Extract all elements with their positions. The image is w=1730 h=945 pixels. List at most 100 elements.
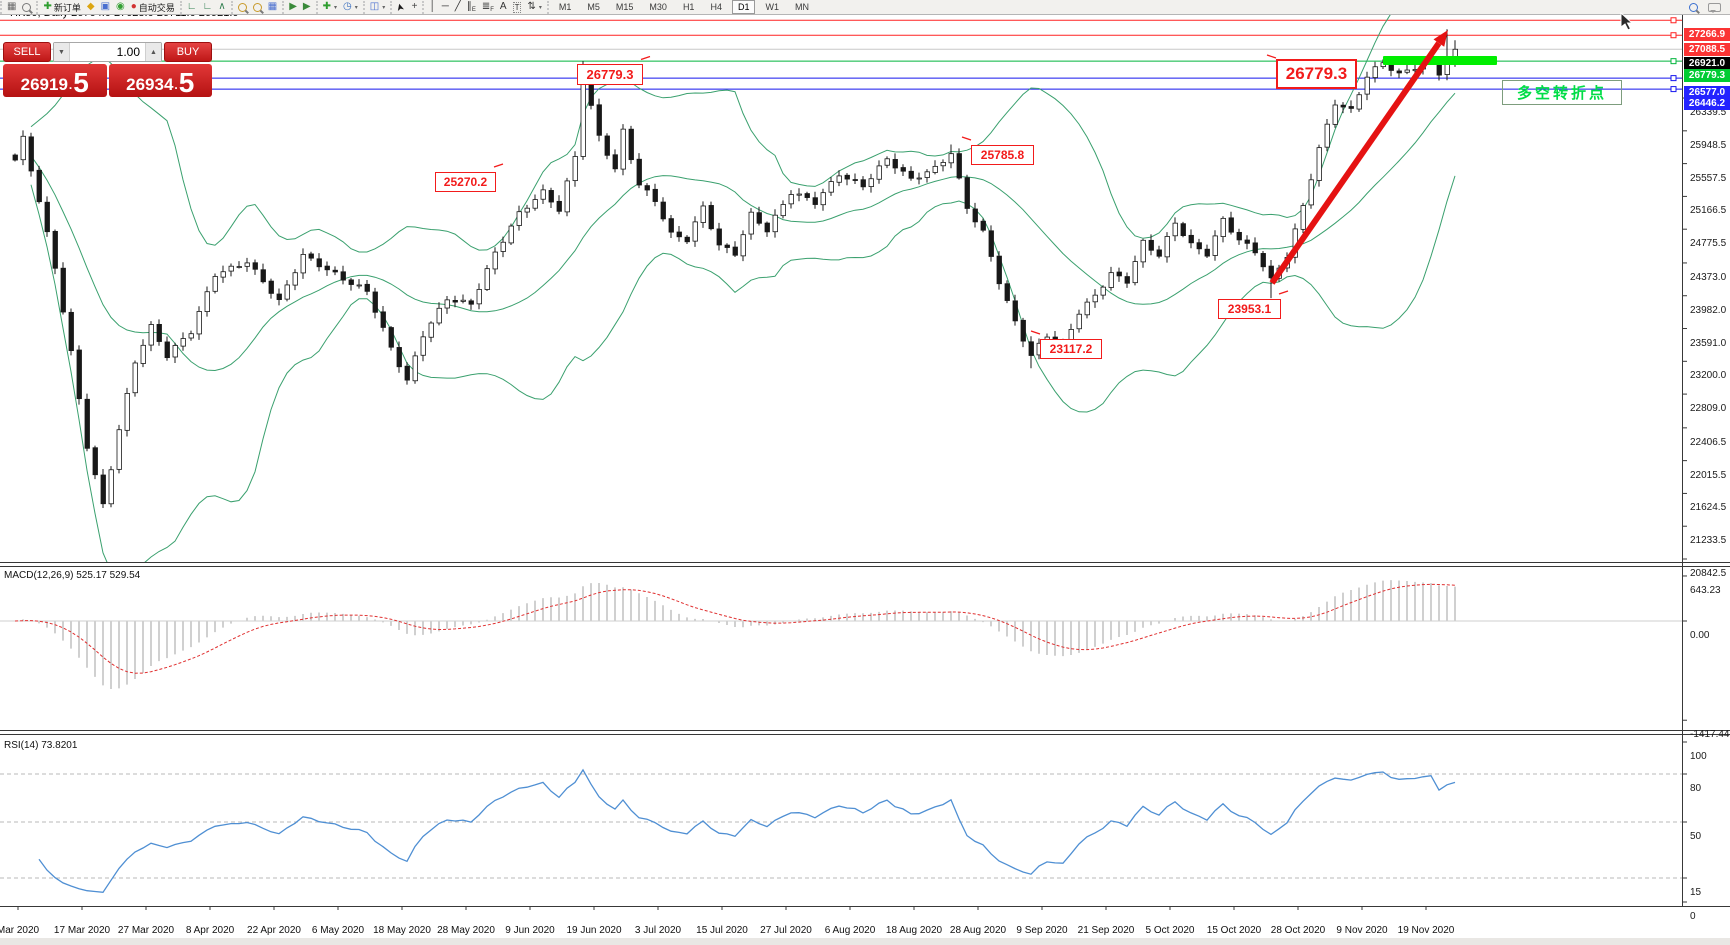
zoom-group: ▦	[230, 0, 282, 14]
crayon-icon[interactable]: ◆	[86, 1, 96, 13]
volume-increase-button[interactable]: ▲	[145, 43, 161, 61]
chevron-down-icon[interactable]: ▾	[538, 4, 542, 11]
preview-icon[interactable]	[21, 1, 32, 13]
buy-button[interactable]: BUY	[164, 42, 212, 62]
resistance-highlight-bar[interactable]	[1383, 56, 1497, 65]
timeframe-mn[interactable]: MN	[794, 2, 809, 12]
signal-icon[interactable]: ◉	[115, 1, 126, 13]
window-bottom-edge	[0, 938, 1730, 945]
price-line-anchor	[1670, 75, 1677, 82]
search-symbol-icon[interactable]	[1688, 1, 1699, 13]
arrows-tool-glyph: ⇅	[527, 1, 536, 12]
macd-label: MACD(12,26,9) 525.17 529.54	[4, 570, 141, 581]
auto-trading-button-label: 自动交易	[138, 2, 175, 13]
fibonacci-tool[interactable]: ≣ F	[481, 1, 494, 13]
volume-stepper: ▼ 1.00 ▲	[53, 42, 162, 62]
crayon-icon-glyph: ◆	[86, 1, 95, 12]
buy-price-int: 26934	[126, 74, 174, 94]
zoom-out-icon[interactable]	[252, 1, 263, 13]
annotation-whisker	[1278, 290, 1289, 295]
horizontal-line-tool[interactable]: ─	[441, 1, 450, 13]
tile-windows-icon-glyph: ▦	[267, 1, 278, 12]
scroll-group: ▶ ▶	[282, 0, 315, 14]
tile-windows-icon[interactable]: ▦	[267, 1, 278, 13]
price-annotation-4[interactable]: 23953.1	[1218, 299, 1281, 319]
timeframe-d1[interactable]: D1	[731, 0, 756, 14]
channel-tool-glyph: ∥	[466, 1, 472, 12]
new-order-button[interactable]: ✚ 新订单	[42, 1, 81, 13]
price-annotation-3[interactable]: 25785.8	[971, 145, 1034, 165]
timeframe-h4[interactable]: H4	[710, 2, 722, 12]
annotation-whisker	[1030, 330, 1041, 335]
price-annotation-2[interactable]: 25270.2	[435, 172, 496, 192]
annotation-whisker	[493, 163, 504, 168]
trendline-tool[interactable]: ╱	[454, 1, 462, 13]
text-tool[interactable]: A	[499, 1, 508, 13]
toolbar-right	[1688, 1, 1730, 13]
sell-button[interactable]: SELL	[3, 42, 51, 62]
chat-icon[interactable]	[1707, 1, 1722, 13]
cursor-tool[interactable]: ➤	[395, 1, 408, 13]
window-group: ▦	[0, 0, 36, 14]
step-forward-icon[interactable]: ▶	[288, 1, 298, 13]
price-line-anchor	[1670, 86, 1677, 93]
horizontal-line-tool-glyph: ─	[441, 1, 449, 12]
indicator-list-icon-glyph: ∟	[186, 1, 197, 12]
turning-point-label[interactable]: 多空转折点	[1502, 80, 1622, 105]
chevron-down-icon[interactable]: ▾	[333, 4, 337, 11]
chart-type-group: ◫ ▾	[362, 0, 390, 14]
indicator-list-icon[interactable]: ∟	[186, 1, 198, 13]
chevron-down-icon[interactable]: ▾	[354, 4, 358, 11]
chevron-down-icon[interactable]: ▾	[382, 4, 386, 11]
zoom-in-icon[interactable]	[237, 1, 248, 13]
indicator-group: ∟ ∟ ∧	[179, 0, 231, 14]
chart-type-button[interactable]: ◫ ▾	[369, 1, 386, 13]
timeframe-m30[interactable]: M30	[649, 2, 667, 12]
annotation-whisker	[640, 55, 651, 61]
preview-icon-glyph	[22, 2, 32, 12]
trade-group: ✚ 新订单 ◆ ▣ ◉ ● 自动交易	[36, 0, 179, 14]
volume-decrease-button[interactable]: ▼	[54, 43, 70, 61]
sell-price-frac: 5	[73, 67, 89, 99]
one-click-trading-panel: SELL ▼ 1.00 ▲ BUY 26919. 5 26934. 5	[3, 42, 212, 97]
data-window-icon[interactable]: ∟	[202, 1, 214, 13]
shift-end-icon[interactable]: ▶	[302, 1, 312, 13]
timeframe-w1[interactable]: W1	[765, 2, 779, 12]
add-indicator-button[interactable]: ✚ ▾	[322, 1, 338, 13]
data-window-icon-glyph: ∟	[202, 1, 213, 12]
macd-signal-line	[14, 583, 1456, 674]
period-button[interactable]: ◷ ▾	[342, 1, 359, 13]
macd-panel	[0, 580, 1682, 689]
timeframe-m1[interactable]: M1	[558, 2, 572, 12]
buy-price[interactable]: 26934. 5	[108, 64, 212, 97]
timeframe-h1[interactable]: H1	[682, 2, 695, 12]
vertical-line-tool[interactable]: │	[428, 1, 436, 13]
price-annotation-5[interactable]: 23117.2	[1040, 339, 1102, 359]
volume-value[interactable]: 1.00	[116, 45, 140, 59]
step-forward-icon-glyph: ▶	[289, 1, 297, 12]
terminal-icon[interactable]: ▣	[100, 1, 111, 13]
timeframe-m5[interactable]: M5	[587, 2, 600, 12]
text-tool-glyph: A	[499, 1, 507, 12]
price-annotation-0[interactable]: 26779.3	[577, 64, 643, 85]
sell-price[interactable]: 26919. 5	[3, 64, 107, 97]
price-line-anchor	[1670, 32, 1677, 39]
new-order-button-label: 新订单	[53, 2, 81, 13]
auto-trading-button[interactable]: ● 自动交易	[130, 1, 176, 13]
annotation-whisker	[961, 136, 972, 141]
label-tool[interactable]: T	[512, 1, 523, 13]
arrows-tool[interactable]: ⇅ ▾	[526, 1, 542, 13]
channel-tool[interactable]: ∥ E	[466, 1, 476, 13]
sell-price-int: 26919	[20, 74, 68, 94]
zoom-out-icon-glyph	[252, 2, 262, 12]
chart-window-icon[interactable]: ▦	[6, 1, 17, 13]
profile-icon[interactable]: ∧	[217, 1, 226, 13]
timeframe-m15[interactable]: M15	[615, 2, 634, 12]
crosshair-tool[interactable]: +	[411, 1, 419, 13]
chat-icon-glyph	[1708, 2, 1721, 13]
trend-arrow[interactable]	[1269, 41, 1442, 285]
price-annotation-1[interactable]: 26779.3	[1276, 59, 1357, 89]
timeframe-group: M1 M5 M15 M30 H1 H4 D1 W1 MN	[546, 0, 819, 14]
period-glyph: ◷	[343, 1, 352, 12]
